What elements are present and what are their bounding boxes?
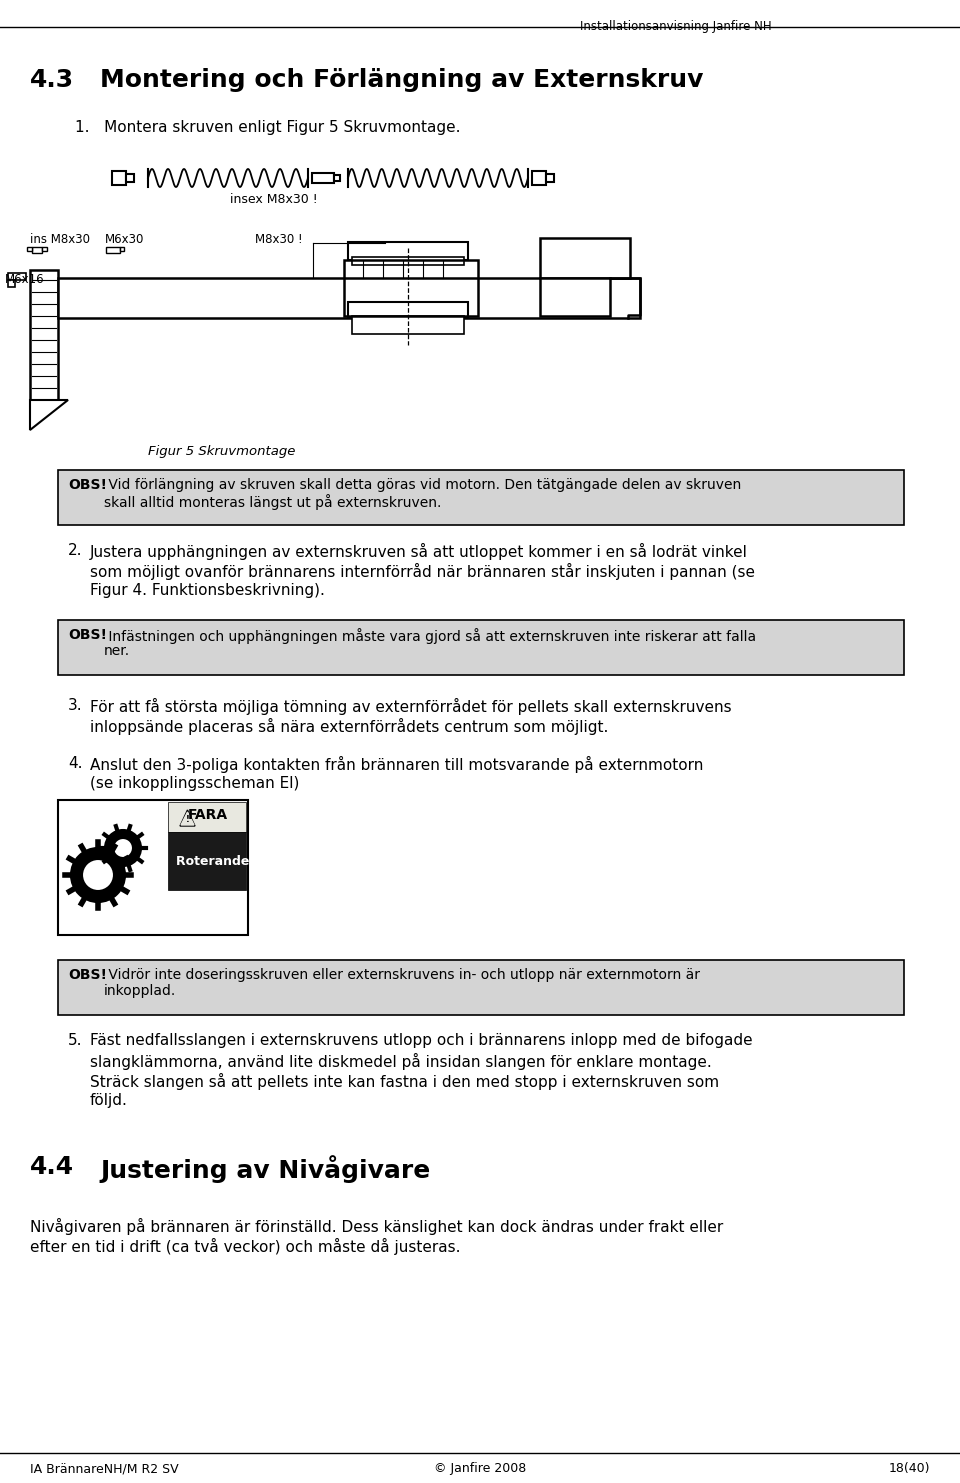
Text: Justering av Nivågivare: Justering av Nivågivare [100, 1155, 430, 1183]
Text: FARA: FARA [188, 808, 228, 822]
Text: skall alltid monteras längst ut på externskruven.: skall alltid monteras längst ut på exter… [104, 494, 442, 510]
Bar [532, 171, 546, 185]
Bar [348, 242, 468, 260]
Text: 18(40): 18(40) [889, 1462, 930, 1476]
Bar [334, 175, 340, 181]
Text: inloppsände placeras så nära externförrådets centrum som möjligt.: inloppsände placeras så nära externförrå… [90, 718, 609, 736]
Bar [120, 248, 124, 251]
Text: 4.4: 4.4 [30, 1155, 74, 1179]
Polygon shape [180, 810, 195, 826]
Text: M6x16: M6x16 [5, 273, 44, 286]
Text: Vidrör inte doseringsskruven eller externskruvens in- och utlopp när externmotor: Vidrör inte doseringsskruven eller exter… [104, 968, 700, 982]
Bar [8, 280, 15, 288]
Text: (se inkopplingsscheman El): (se inkopplingsscheman El) [90, 776, 300, 790]
Bar [540, 237, 630, 277]
Text: OBS!: OBS! [68, 968, 107, 982]
Text: Montering och Förlängning av Externskruv: Montering och Förlängning av Externskruv [100, 68, 704, 92]
Text: 1.   Montera skruven enligt Figur 5 Skruvmontage.: 1. Montera skruven enligt Figur 5 Skruvm… [75, 120, 461, 135]
Text: Anslut den 3-poliga kontakten från brännaren till motsvarande på externmotorn: Anslut den 3-poliga kontakten från bränn… [90, 756, 704, 773]
Text: Fäst nedfallsslangen i externskruvens utlopp och i brännarens inlopp med de bifo: Fäst nedfallsslangen i externskruvens ut… [90, 1034, 753, 1048]
Bar [8, 273, 26, 280]
Bar [344, 260, 478, 316]
Text: 4.3: 4.3 [30, 68, 74, 92]
Text: 5.: 5. [68, 1034, 83, 1048]
Text: OBS!: OBS! [68, 627, 107, 642]
Bar [112, 171, 126, 185]
Text: OBS!: OBS! [68, 478, 107, 492]
Polygon shape [181, 813, 194, 825]
Text: Roterande delar: Roterande delar [176, 856, 290, 868]
Text: Vid förlängning av skruven skall detta göras vid motorn. Den tätgängade delen av: Vid förlängning av skruven skall detta g… [104, 478, 741, 492]
Text: slangklämmorna, använd lite diskmedel på insidan slangen för enklare montage.: slangklämmorna, använd lite diskmedel på… [90, 1053, 711, 1071]
Bar [58, 620, 904, 675]
Text: M6x30: M6x30 [105, 233, 144, 246]
Text: Infästningen och upphängningen måste vara gjord så att externskruven inte risker: Infästningen och upphängningen måste var… [104, 627, 756, 644]
Text: efter en tid i drift (ca två veckor) och måste då justeras.: efter en tid i drift (ca två veckor) och… [30, 1238, 461, 1255]
Bar [126, 174, 134, 182]
Bar [312, 174, 334, 182]
Circle shape [82, 859, 114, 891]
Text: 2.: 2. [68, 543, 83, 558]
Bar [106, 248, 120, 254]
Bar [58, 799, 248, 934]
Text: 3.: 3. [68, 698, 83, 713]
Text: För att få största möjliga tömning av externförrådet för pellets skall externskr: För att få största möjliga tömning av ex… [90, 698, 732, 715]
Bar [27, 248, 32, 251]
Circle shape [113, 838, 133, 859]
Text: Nivågivaren på brännaren är förinställd. Dess känslighet kan dock ändras under f: Nivågivaren på brännaren är förinställd.… [30, 1218, 723, 1235]
Text: 4.: 4. [68, 756, 83, 771]
Bar [58, 470, 904, 525]
Text: ins M8x30: ins M8x30 [30, 233, 90, 246]
Text: inkopplad.: inkopplad. [104, 985, 177, 998]
Bar [42, 248, 47, 251]
Text: Figur 4. Funktionsbeskrivning).: Figur 4. Funktionsbeskrivning). [90, 583, 324, 598]
Bar [352, 316, 464, 334]
Bar [30, 270, 58, 400]
Polygon shape [30, 400, 68, 430]
Text: Figur 5 Skruvmontage: Figur 5 Skruvmontage [148, 445, 296, 458]
Bar [546, 174, 554, 182]
Bar [58, 960, 904, 1014]
Text: insex M8x30 !: insex M8x30 ! [230, 193, 318, 206]
Text: IA BrännareNH/M R2 SV: IA BrännareNH/M R2 SV [30, 1462, 179, 1476]
Bar [540, 277, 610, 316]
Circle shape [71, 848, 125, 902]
Text: ner.: ner. [104, 644, 131, 658]
Text: © Janfire 2008: © Janfire 2008 [434, 1462, 526, 1476]
Bar [32, 248, 42, 254]
Bar [58, 277, 640, 317]
Bar [168, 802, 246, 832]
Text: M8x30 !: M8x30 ! [255, 233, 302, 246]
Text: Installationsanvisning Janfire NH: Installationsanvisning Janfire NH [580, 19, 772, 33]
Bar [352, 257, 464, 265]
Circle shape [105, 830, 141, 866]
Bar [168, 832, 246, 890]
Bar [542, 280, 608, 314]
Text: följd.: följd. [90, 1093, 128, 1108]
Text: Sträck slangen så att pellets inte kan fastna i den med stopp i externskruven so: Sträck slangen så att pellets inte kan f… [90, 1074, 719, 1090]
Text: Justera upphängningen av externskruven så att utloppet kommer i en så lodrät vin: Justera upphängningen av externskruven s… [90, 543, 748, 561]
Text: !: ! [185, 816, 189, 825]
Bar [348, 303, 468, 317]
Text: som möjligt ovanför brännarens internförråd när brännaren står inskjuten i panna: som möjligt ovanför brännarens internför… [90, 564, 755, 580]
